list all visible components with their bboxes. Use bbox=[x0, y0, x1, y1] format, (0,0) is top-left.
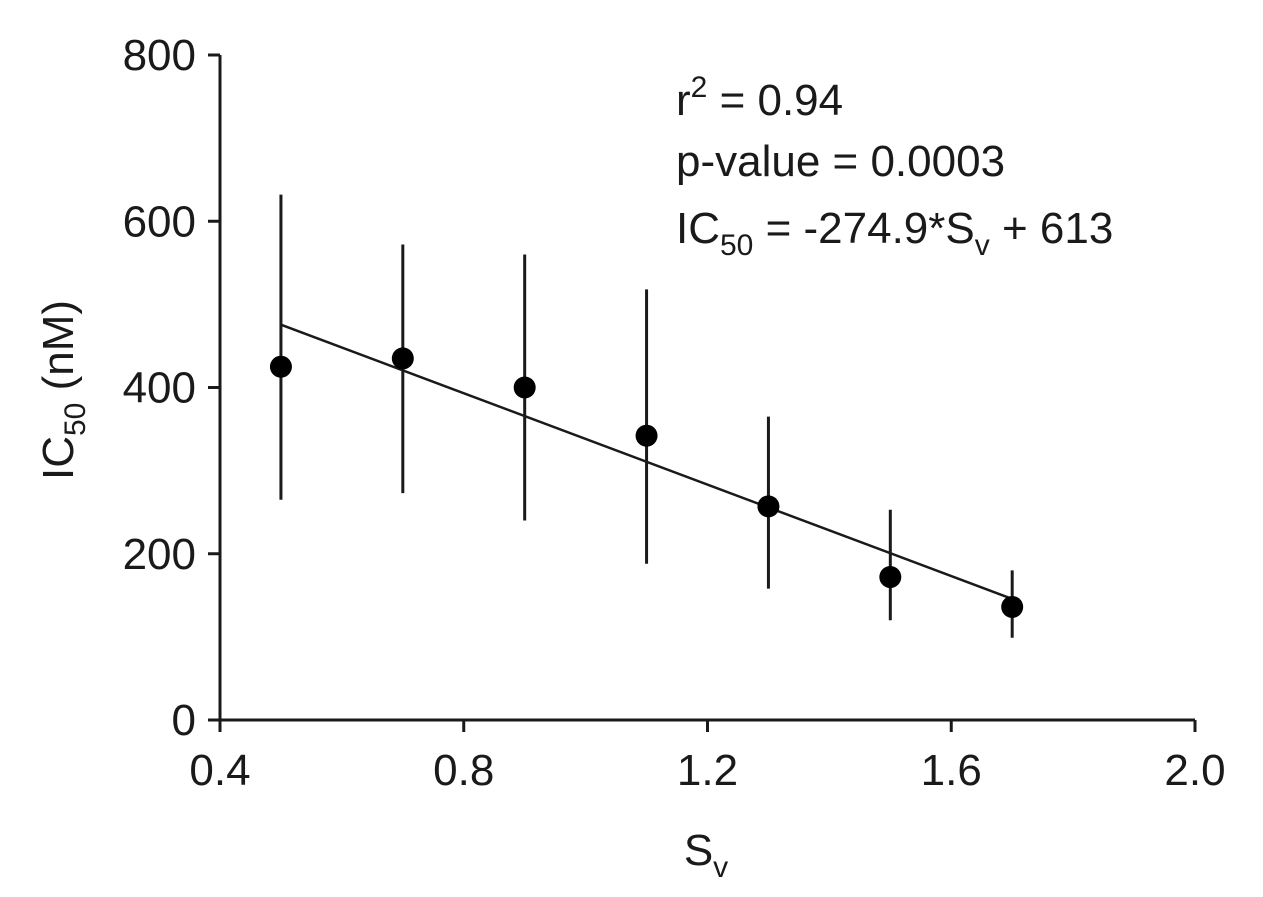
error-bars bbox=[279, 194, 1014, 638]
data-point bbox=[513, 376, 536, 399]
x-tick-label: 0.8 bbox=[433, 746, 494, 795]
y-tick-label: 0 bbox=[172, 696, 196, 745]
data-point bbox=[1001, 595, 1024, 618]
r-squared-annotation: r2 = 0.94 bbox=[676, 71, 843, 125]
data-point bbox=[635, 424, 658, 447]
p-value-annotation: p-value = 0.0003 bbox=[676, 137, 1005, 186]
y-tick-label: 400 bbox=[123, 364, 196, 413]
fit-equation-annotation: IC50 = -274.9*Sv + 613 bbox=[676, 204, 1113, 262]
x-tick-label: 1.2 bbox=[677, 746, 738, 795]
data-points bbox=[269, 347, 1024, 618]
y-tick-label: 800 bbox=[123, 31, 196, 80]
x-axis-title: Sv bbox=[684, 826, 728, 884]
y-tick-label: 600 bbox=[123, 197, 196, 246]
x-axis-ticks: 0.4 0.8 1.2 1.6 2.0 bbox=[189, 720, 1226, 795]
x-tick-label: 0.4 bbox=[189, 746, 250, 795]
x-tick-label: 1.6 bbox=[921, 746, 982, 795]
data-point bbox=[391, 347, 414, 370]
y-axis-title: IC50 (nM) bbox=[34, 300, 92, 480]
x-tick-label: 2.0 bbox=[1164, 746, 1225, 795]
data-point bbox=[269, 355, 292, 378]
y-tick-label: 200 bbox=[123, 530, 196, 579]
data-point bbox=[757, 495, 780, 518]
y-axis-ticks: 0 200 400 600 800 bbox=[123, 31, 220, 745]
data-point bbox=[879, 566, 902, 589]
